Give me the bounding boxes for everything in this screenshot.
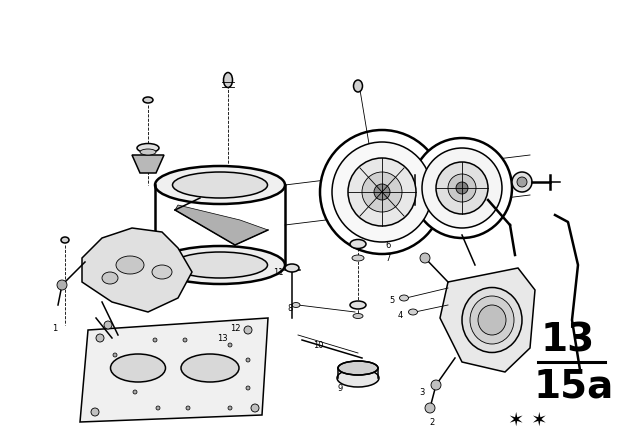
Text: 12: 12	[230, 323, 240, 332]
Circle shape	[96, 334, 104, 342]
Text: 4: 4	[397, 310, 403, 319]
Ellipse shape	[102, 272, 118, 284]
Circle shape	[425, 403, 435, 413]
Ellipse shape	[399, 295, 408, 301]
Ellipse shape	[116, 256, 144, 274]
Text: 3: 3	[419, 388, 425, 396]
Ellipse shape	[350, 240, 366, 249]
Text: 13: 13	[541, 321, 595, 359]
Text: 7: 7	[385, 254, 390, 263]
Ellipse shape	[61, 237, 69, 243]
Polygon shape	[132, 155, 164, 173]
Text: 6: 6	[385, 241, 390, 250]
Ellipse shape	[353, 314, 363, 319]
Text: 8: 8	[287, 303, 292, 313]
Text: 1: 1	[52, 323, 58, 332]
Circle shape	[156, 406, 160, 410]
Ellipse shape	[181, 354, 239, 382]
Circle shape	[228, 343, 232, 347]
Ellipse shape	[408, 309, 417, 315]
Polygon shape	[82, 228, 192, 312]
Polygon shape	[440, 268, 535, 372]
Circle shape	[186, 406, 190, 410]
Ellipse shape	[292, 302, 300, 307]
Ellipse shape	[137, 143, 159, 152]
Circle shape	[153, 338, 157, 342]
Text: ✶ ✶: ✶ ✶	[508, 410, 548, 430]
Ellipse shape	[140, 149, 156, 155]
Text: 5: 5	[389, 296, 395, 305]
Ellipse shape	[353, 80, 362, 92]
Circle shape	[183, 338, 187, 342]
Circle shape	[251, 404, 259, 412]
Circle shape	[113, 353, 117, 357]
Text: 9: 9	[337, 383, 342, 392]
Circle shape	[228, 406, 232, 410]
Ellipse shape	[285, 264, 299, 272]
Circle shape	[448, 174, 476, 202]
Circle shape	[362, 172, 402, 212]
Circle shape	[246, 358, 250, 362]
Ellipse shape	[173, 172, 268, 198]
Circle shape	[436, 162, 488, 214]
Circle shape	[431, 380, 441, 390]
Circle shape	[456, 182, 468, 194]
Ellipse shape	[155, 246, 285, 284]
Text: 13: 13	[217, 333, 227, 343]
Ellipse shape	[143, 97, 153, 103]
Circle shape	[104, 321, 112, 329]
Polygon shape	[80, 318, 268, 422]
Circle shape	[133, 390, 137, 394]
Circle shape	[374, 184, 390, 200]
Circle shape	[512, 172, 532, 192]
Circle shape	[517, 177, 527, 187]
Ellipse shape	[462, 288, 522, 353]
Ellipse shape	[352, 255, 364, 261]
Ellipse shape	[338, 361, 378, 375]
Text: 10: 10	[313, 340, 323, 349]
Circle shape	[332, 142, 432, 242]
Polygon shape	[415, 175, 450, 205]
Circle shape	[422, 148, 502, 228]
Ellipse shape	[223, 73, 232, 87]
Circle shape	[320, 130, 444, 254]
Text: 15a: 15a	[534, 367, 614, 405]
Polygon shape	[175, 205, 268, 245]
Circle shape	[244, 326, 252, 334]
Circle shape	[57, 280, 67, 290]
Ellipse shape	[478, 305, 506, 335]
Circle shape	[412, 138, 512, 238]
Text: 2: 2	[429, 418, 435, 426]
Circle shape	[420, 253, 430, 263]
Circle shape	[91, 408, 99, 416]
Ellipse shape	[337, 369, 379, 387]
Circle shape	[348, 158, 416, 226]
Ellipse shape	[350, 301, 366, 309]
Text: 11: 11	[273, 267, 284, 276]
Ellipse shape	[152, 265, 172, 279]
Ellipse shape	[111, 354, 166, 382]
Circle shape	[246, 386, 250, 390]
Ellipse shape	[470, 296, 514, 344]
Ellipse shape	[155, 166, 285, 204]
Ellipse shape	[173, 252, 268, 278]
